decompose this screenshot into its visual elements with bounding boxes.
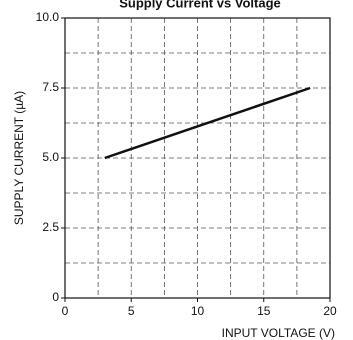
chart-title: Supply Current vs Voltage bbox=[119, 0, 281, 10]
y-tick-label: 2.5 bbox=[42, 220, 59, 234]
x-tick-label: 20 bbox=[323, 304, 337, 318]
y-tick-label: 5.0 bbox=[42, 150, 59, 164]
y-axis-label: SUPPLY CURRENT (µA) bbox=[12, 91, 26, 225]
y-tick-label: 10.0 bbox=[36, 10, 60, 24]
x-tick-label: 0 bbox=[62, 304, 69, 318]
x-tick-label: 5 bbox=[128, 304, 135, 318]
data-line bbox=[104, 86, 311, 160]
x-axis-label: INPUT VOLTAGE (V) bbox=[222, 326, 335, 340]
y-tick-label: 7.5 bbox=[42, 80, 59, 94]
x-tick-label: 15 bbox=[257, 304, 271, 318]
y-tick-label: 0 bbox=[52, 290, 59, 304]
x-tick-label: 10 bbox=[191, 304, 205, 318]
